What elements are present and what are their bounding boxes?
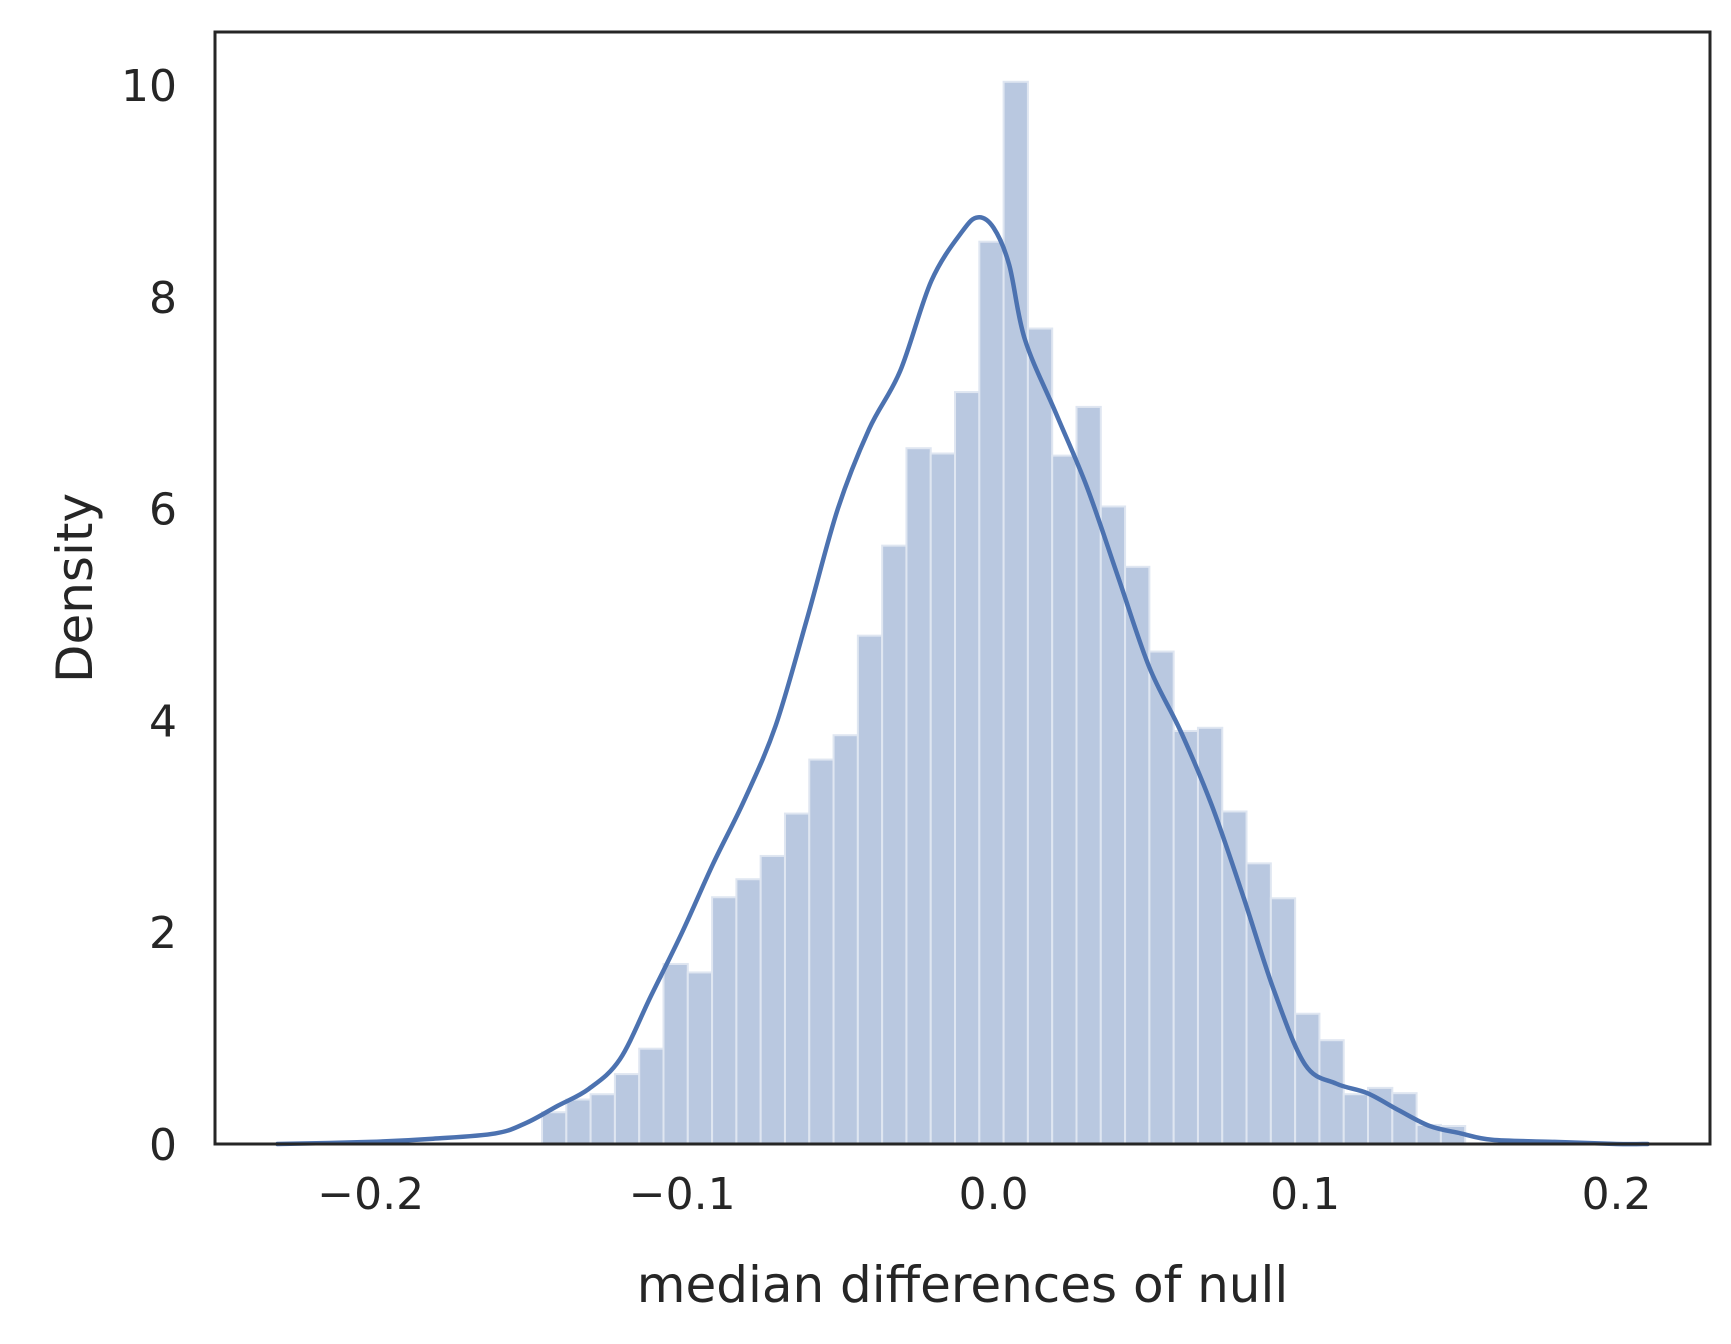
histogram-bar [1002,80,1029,1145]
histogram-bar [1172,729,1199,1145]
x-axis-label: median differences of null [637,1256,1289,1314]
histogram-bar [735,878,762,1145]
histogram-bar [1051,454,1078,1146]
histogram-bar [589,1093,616,1145]
histogram-bar [856,634,884,1146]
histogram-bar [1099,505,1127,1146]
histogram-bar [1294,1012,1321,1145]
histogram-bar [759,854,786,1145]
x-axis-ticks: −0.2 −0.1 0.0 0.1 0.2 [317,1169,1651,1220]
y-tick-label: 6 [149,485,177,536]
histogram-bar [1221,810,1248,1145]
y-tick-label: 8 [149,273,177,324]
x-tick-label: −0.1 [629,1169,736,1220]
histogram-bar [1196,726,1224,1146]
histogram-bar [662,962,689,1146]
histogram-bar [541,1111,568,1145]
histogram-bar [808,758,835,1146]
histogram-bar [686,971,714,1145]
plot-frame [213,30,1712,1146]
histogram-bars [541,80,1467,1146]
histogram-bar [613,1073,641,1146]
histogram-bar [1245,862,1272,1145]
y-tick-label: 4 [149,696,177,747]
histogram-bar [1318,1039,1345,1146]
histogram-bar [929,452,957,1145]
histogram-bar [1148,650,1175,1145]
histogram-bar [565,1098,592,1146]
y-tick-label: 10 [121,61,177,112]
histogram-bar [638,1047,665,1145]
histogram-bar [954,391,981,1146]
y-tick-label: 2 [149,908,177,959]
y-axis-label: Density [46,493,104,683]
histogram-bar [905,447,932,1146]
y-axis-ticks: 0 2 4 6 8 10 [121,61,177,1171]
histogram-bar [881,544,908,1145]
histogram-bar [978,240,1005,1146]
x-tick-label: 0.0 [959,1169,1029,1220]
histogram-bar [1026,327,1054,1145]
x-tick-label: −0.2 [317,1169,424,1220]
kde-curve-layer [275,215,1650,1147]
histogram-bar [832,734,859,1146]
histogram-bar [1342,1093,1370,1145]
y-tick-label: 0 [149,1120,177,1171]
histogram-bar [783,812,811,1145]
histogram-bar [711,896,738,1145]
x-tick-label: 0.1 [1270,1169,1340,1220]
x-tick-label: 0.2 [1582,1169,1652,1220]
kde-line [275,215,1650,1147]
